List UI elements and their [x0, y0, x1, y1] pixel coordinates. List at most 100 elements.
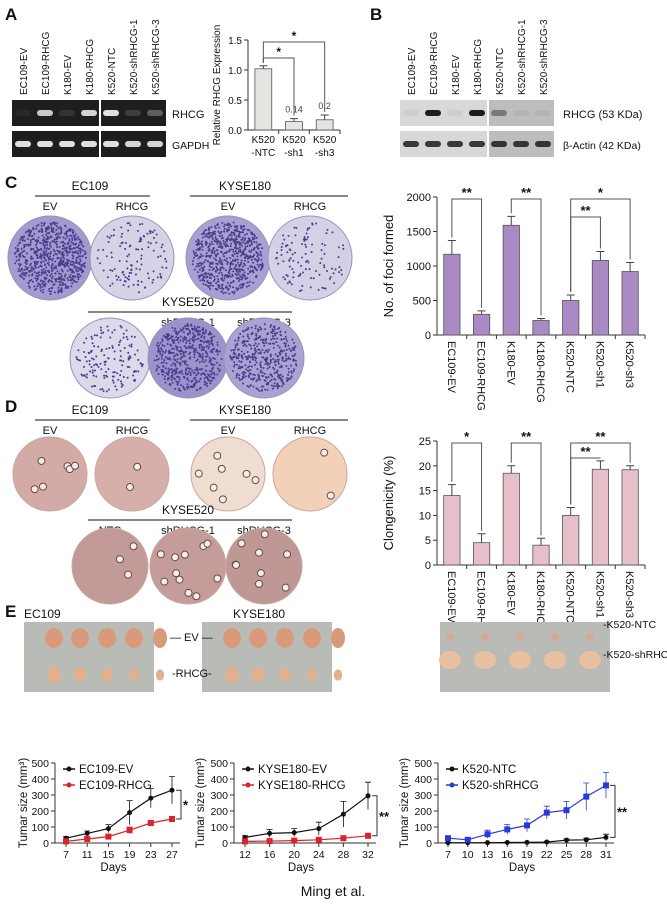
colony: [187, 373, 190, 376]
colony: [113, 228, 116, 231]
bar: [472, 313, 491, 336]
colony: [218, 257, 221, 260]
colony: [202, 341, 205, 344]
colony: [248, 355, 251, 358]
colony: [229, 266, 232, 269]
x-tick-label: K180-RHCG: [534, 341, 546, 403]
colony: [277, 355, 280, 358]
data-point: [315, 836, 322, 843]
colony: [176, 358, 179, 361]
colony: [201, 328, 204, 331]
legend-label: KYSE180-EV: [258, 764, 327, 776]
colony: [250, 248, 253, 251]
colony: [126, 376, 129, 379]
colony: [85, 337, 88, 340]
colony: [227, 271, 230, 274]
x-tick-label: 12: [239, 849, 251, 861]
colony: [49, 245, 52, 248]
colony: [254, 548, 263, 557]
colony: [340, 269, 343, 272]
colony: [256, 259, 259, 262]
band: [403, 141, 419, 147]
colony: [53, 223, 56, 226]
colony: [24, 274, 27, 277]
colony: [189, 342, 192, 345]
tumor: [47, 667, 61, 683]
colony: [73, 280, 76, 283]
colony: [179, 384, 182, 387]
colony: [286, 377, 289, 380]
colony: [70, 285, 73, 288]
colony: [75, 270, 78, 273]
colony: [105, 347, 108, 350]
colony: [33, 270, 36, 273]
colony: [191, 338, 194, 341]
colony: [117, 378, 120, 381]
colony: [189, 367, 192, 370]
colony: [16, 248, 19, 251]
colony: [164, 257, 167, 260]
colony: [57, 286, 60, 289]
y-tick-label: 400: [414, 774, 432, 786]
colony: [251, 265, 254, 268]
colony: [199, 242, 202, 245]
legend-label: EC109-RHCG: [79, 780, 152, 792]
colony: [23, 235, 26, 238]
colony: [246, 232, 249, 235]
colony: [193, 348, 196, 351]
colony: [79, 274, 82, 277]
colony: [215, 255, 218, 258]
bar: [562, 515, 580, 566]
colony: [239, 332, 242, 335]
colony: [69, 263, 72, 266]
lane-label: EC109-EV: [19, 47, 30, 95]
colony: [165, 372, 168, 375]
colony: [158, 366, 161, 369]
colony: [240, 259, 243, 262]
data-point: [267, 830, 273, 836]
colony: [35, 279, 38, 282]
colony: [208, 340, 211, 343]
colony: [204, 355, 207, 358]
colony: [80, 267, 83, 270]
colony: [153, 229, 156, 232]
colony: [116, 372, 119, 375]
colony: [175, 353, 178, 356]
colony: [242, 225, 245, 228]
colony: [208, 263, 211, 266]
colony: [70, 241, 73, 244]
colony: [58, 263, 61, 266]
colony: [202, 283, 205, 286]
colony: [234, 258, 237, 261]
tumor: [333, 669, 343, 681]
colony: [219, 245, 222, 248]
colony: [160, 370, 163, 373]
colony: [197, 242, 200, 245]
colony: [292, 359, 295, 362]
colony: [264, 339, 267, 342]
colony: [241, 341, 244, 344]
plate-label: EV: [43, 201, 58, 213]
colony: [35, 243, 38, 246]
colony: [300, 264, 303, 267]
colony: [185, 347, 188, 350]
colony: [253, 265, 256, 268]
colony: [185, 350, 188, 353]
colony: [169, 343, 172, 346]
colony: [235, 238, 238, 241]
colony: [248, 229, 251, 232]
colony: [107, 240, 110, 243]
data-label: 0.2: [318, 101, 331, 111]
colony: [75, 260, 78, 263]
colony: [211, 233, 214, 236]
colony: [230, 261, 233, 264]
colony: [225, 245, 228, 248]
colony: [121, 364, 124, 367]
colony: [247, 327, 250, 330]
colony: [269, 361, 272, 364]
colony: [77, 278, 80, 281]
x-tick-label: 7: [63, 849, 69, 861]
error-bar: [477, 310, 486, 315]
colony: [121, 384, 124, 387]
colony: [40, 229, 43, 232]
